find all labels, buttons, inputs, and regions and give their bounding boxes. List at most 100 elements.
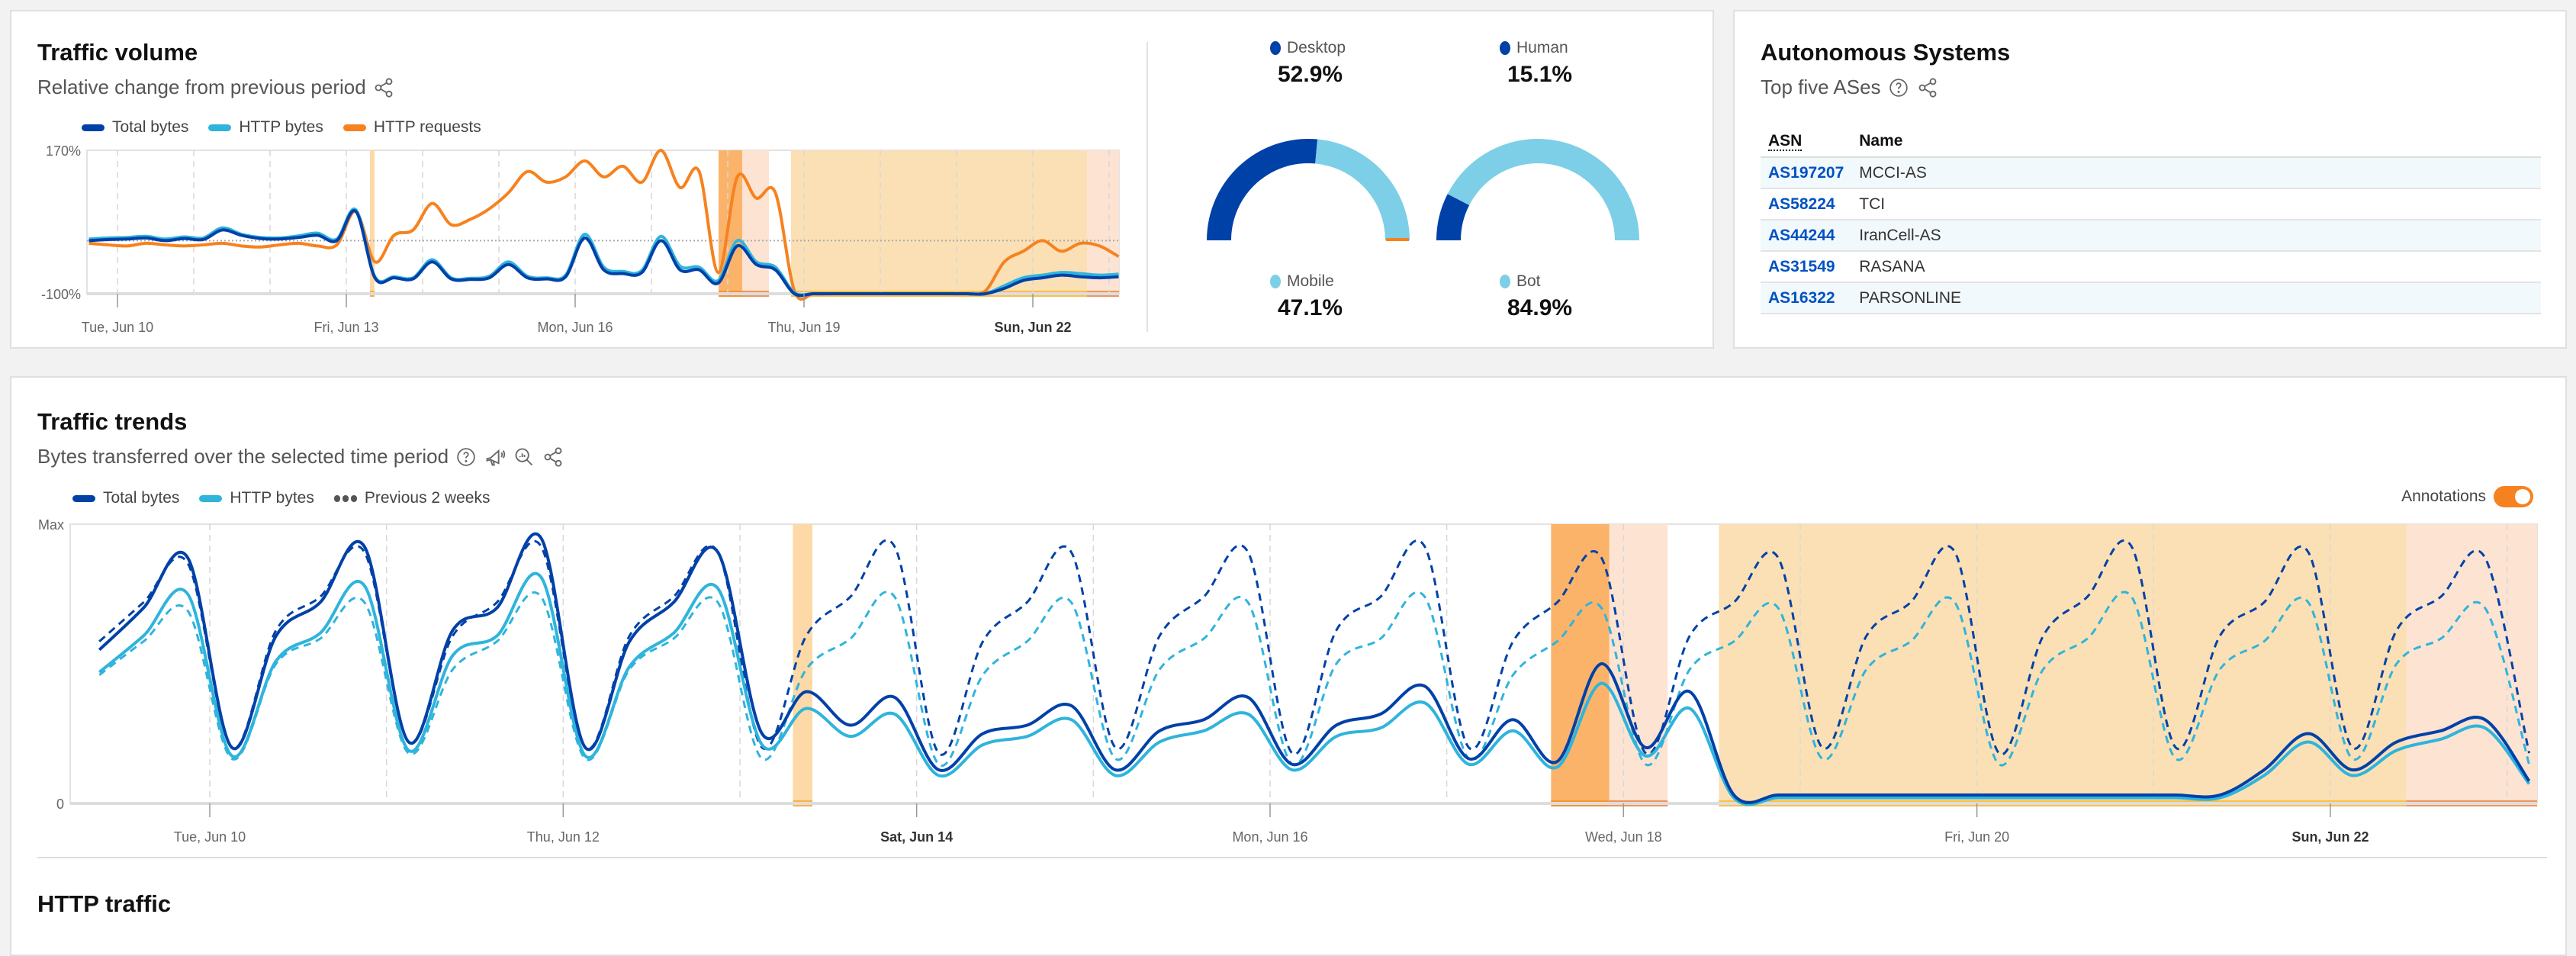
legend-label: Total bytes bbox=[103, 489, 180, 507]
series-line-http-bytes[interactable] bbox=[98, 571, 2531, 806]
legend-previous-2-weeks[interactable]: Previous 2 weeks bbox=[333, 489, 490, 507]
gauge-bottom-label: Bot bbox=[1500, 272, 1541, 291]
as-table-row: AS58224 TCI bbox=[1761, 188, 2541, 220]
asn-link[interactable]: AS197207 bbox=[1768, 163, 1844, 182]
series-line-previous-2-weeks-http-bytes[interactable] bbox=[98, 591, 2531, 768]
asn-cell: AS31549 bbox=[1761, 251, 1852, 283]
gauge-dark-segment bbox=[1436, 194, 1470, 240]
annotation-band[interactable] bbox=[742, 150, 769, 294]
annotation-band[interactable] bbox=[791, 150, 1087, 294]
http-requests-swatch bbox=[343, 124, 366, 131]
traffic-volume-subtitle: Relative change from previous period bbox=[37, 76, 395, 99]
series-line-total-bytes[interactable] bbox=[88, 209, 1119, 298]
section-divider bbox=[37, 857, 2547, 858]
traffic-trends-legend: Total bytes HTTP bytes Previous 2 weeks bbox=[72, 489, 490, 507]
gauge-chart bbox=[1436, 139, 1639, 240]
gauge-top-value: 52.9% bbox=[1278, 62, 1343, 87]
y-tick-label: 170% bbox=[46, 143, 81, 159]
series-line-total-bytes[interactable] bbox=[98, 532, 2531, 805]
annotations-toggle[interactable] bbox=[2494, 486, 2533, 507]
gauge-dark-segment bbox=[1207, 139, 1318, 240]
annotations-label: Annotations bbox=[2401, 488, 2486, 505]
gauge-top-label-text: Desktop bbox=[1287, 39, 1346, 56]
column-asn: ASN bbox=[1761, 126, 1852, 158]
legend-label: HTTP bytes bbox=[230, 489, 314, 507]
gauge-bottom-label-text: Mobile bbox=[1287, 272, 1334, 290]
megaphone-icon[interactable] bbox=[484, 446, 507, 468]
share-icon[interactable] bbox=[372, 76, 395, 99]
as-table-row: AS31549 RASANA bbox=[1761, 251, 2541, 283]
autonomous-systems-card: Autonomous Systems Top five ASes ASN Nam… bbox=[1733, 10, 2567, 349]
as-name-cell: RASANA bbox=[1851, 251, 2541, 283]
traffic-volume-chart[interactable]: 170% -100% Tue, Jun 10 Fri, Jun 13 Mon, Jun … bbox=[11, 11, 1156, 347]
gauge-top-label-text: Human bbox=[1516, 39, 1568, 56]
x-tick-label: Fri, Jun 20 bbox=[1944, 829, 2009, 845]
annotation-band[interactable] bbox=[1609, 524, 1668, 803]
http-bytes-swatch bbox=[208, 124, 232, 131]
y-tick-label: Max bbox=[38, 517, 64, 533]
as-subtitle: Top five ASes bbox=[1761, 76, 1939, 99]
legend-http-bytes[interactable]: HTTP bytes bbox=[208, 118, 323, 137]
help-icon[interactable] bbox=[1887, 76, 1910, 99]
dashed-swatch bbox=[333, 494, 357, 502]
x-tick-label: Tue, Jun 10 bbox=[174, 829, 246, 845]
dark-dot-icon bbox=[1500, 41, 1510, 55]
x-tick-label: Thu, Jun 19 bbox=[767, 320, 840, 335]
annotation-band[interactable] bbox=[370, 150, 375, 294]
legend-label: HTTP requests bbox=[373, 118, 481, 136]
asn-header: ASN bbox=[1768, 132, 1803, 151]
asn-link[interactable]: AS16322 bbox=[1768, 288, 1835, 307]
gauge-top-label: Desktop bbox=[1270, 39, 1346, 57]
help-icon[interactable] bbox=[455, 446, 478, 468]
x-tick-label: Sun, Jun 22 bbox=[2291, 829, 2369, 845]
share-icon[interactable] bbox=[542, 446, 564, 468]
gauge-light-segment bbox=[1447, 139, 1639, 240]
total-bytes-swatch bbox=[72, 494, 95, 502]
zoom-chart-icon[interactable] bbox=[513, 446, 535, 468]
traffic-volume-card: Traffic volume Relative change from prev… bbox=[10, 10, 1714, 349]
x-tick-label: Sun, Jun 22 bbox=[994, 320, 1071, 335]
y-tick-label: 0 bbox=[56, 797, 64, 812]
gauge-bottom-label-text: Bot bbox=[1516, 272, 1541, 290]
asn-cell: AS197207 bbox=[1761, 157, 1852, 189]
as-name-cell: TCI bbox=[1851, 188, 2541, 220]
legend-label: HTTP bytes bbox=[239, 118, 323, 136]
legend-label: Total bytes bbox=[112, 118, 189, 136]
column-name: Name bbox=[1851, 126, 2541, 158]
gauge-top-value: 15.1% bbox=[1507, 62, 1573, 87]
asn-link[interactable]: AS58224 bbox=[1768, 195, 1835, 213]
legend-total-bytes[interactable]: Total bytes bbox=[82, 118, 188, 137]
as-name-cell: PARSONLINE bbox=[1851, 282, 2541, 314]
http-traffic-title: HTTP traffic bbox=[37, 890, 172, 917]
share-icon[interactable] bbox=[1916, 76, 1939, 99]
asn-link[interactable]: AS31549 bbox=[1768, 257, 1835, 275]
gauge-chart bbox=[1207, 139, 1410, 241]
traffic-trends-card: Traffic trends Bytes transferred over th… bbox=[10, 376, 2567, 956]
as-table-row: AS16322 PARSONLINE bbox=[1761, 282, 2541, 314]
asn-link[interactable]: AS44244 bbox=[1768, 226, 1835, 244]
traffic-volume-legend: Total bytes HTTP bytes HTTP requests bbox=[82, 118, 481, 137]
gauge-light-segment bbox=[1315, 139, 1410, 240]
asn-cell: AS16322 bbox=[1761, 282, 1852, 314]
traffic-trends-chart[interactable]: Max 0 Tue, Jun 10 Thu, Jun 12 Sat, Jun 14 Mon… bbox=[11, 378, 2567, 851]
legend-http-bytes[interactable]: HTTP bytes bbox=[199, 489, 314, 507]
legend-total-bytes[interactable]: Total bytes bbox=[72, 489, 179, 507]
as-name-cell: MCCI-AS bbox=[1851, 157, 2541, 189]
gauge-bottom-label: Mobile bbox=[1270, 272, 1334, 291]
gauge-bottom-value: 47.1% bbox=[1278, 295, 1343, 320]
annotations-control: Annotations bbox=[2401, 486, 2533, 507]
total-bytes-swatch bbox=[82, 124, 105, 131]
annotation-band[interactable] bbox=[1719, 524, 2407, 803]
as-name-cell: IranCell-AS bbox=[1851, 220, 2541, 252]
as-subtitle-text: Top five ASes bbox=[1761, 76, 1881, 98]
x-tick-label: Fri, Jun 13 bbox=[314, 320, 378, 335]
asn-cell: AS44244 bbox=[1761, 220, 1852, 252]
traffic-trends-subtitle-text: Bytes transferred over the selected time… bbox=[37, 445, 449, 468]
series-line-previous-2-weeks-total-bytes[interactable] bbox=[98, 539, 2531, 756]
traffic-volume-subtitle-text: Relative change from previous period bbox=[37, 76, 366, 98]
x-tick-label: Thu, Jun 12 bbox=[527, 829, 600, 845]
light-dot-icon bbox=[1500, 275, 1510, 288]
y-tick-label: -100% bbox=[41, 287, 81, 302]
legend-http-requests[interactable]: HTTP requests bbox=[343, 118, 481, 137]
annotation-band[interactable] bbox=[1087, 150, 1119, 294]
